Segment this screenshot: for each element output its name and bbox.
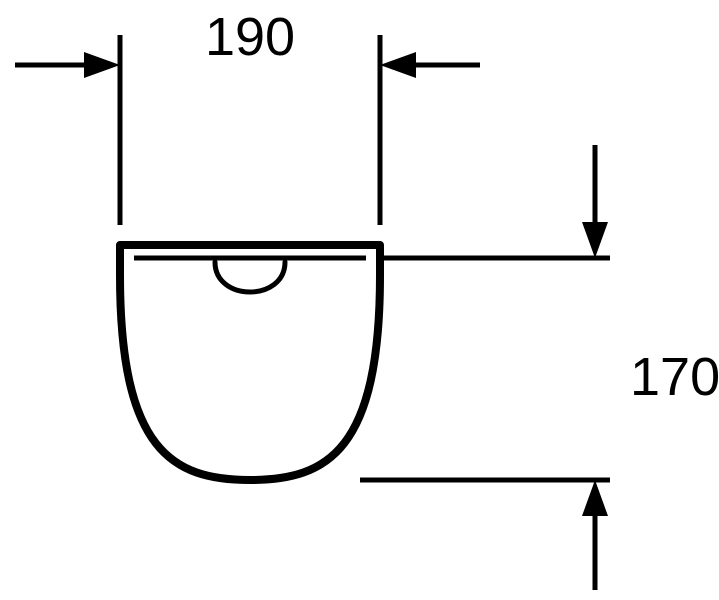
dimension-width-label: 190 — [205, 7, 295, 67]
technical-drawing: 190 170 — [0, 0, 719, 600]
dimension-height-label: 170 — [630, 347, 719, 407]
bowl-outline — [120, 245, 380, 480]
